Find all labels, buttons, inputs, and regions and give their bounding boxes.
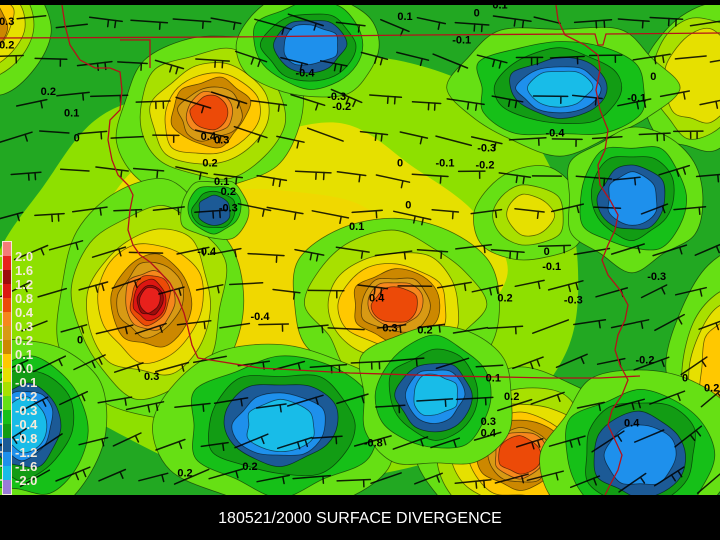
svg-text:0: 0 — [544, 246, 550, 258]
svg-text:0.2: 0.2 — [15, 333, 33, 348]
svg-text:0.2: 0.2 — [497, 293, 512, 305]
svg-text:0.3: 0.3 — [214, 134, 229, 146]
svg-text:2.0: 2.0 — [15, 249, 33, 264]
svg-text:0.1: 0.1 — [64, 108, 79, 120]
svg-text:1.6: 1.6 — [15, 263, 33, 278]
svg-text:-1.6: -1.6 — [15, 459, 37, 474]
svg-text:0.8: 0.8 — [15, 291, 33, 306]
svg-text:-0.1: -0.1 — [452, 34, 471, 46]
svg-text:-0.2: -0.2 — [332, 101, 351, 113]
svg-text:0.2: 0.2 — [0, 39, 14, 51]
svg-text:-0.4: -0.4 — [15, 417, 38, 432]
svg-text:0.4: 0.4 — [624, 418, 640, 430]
svg-text:-1.2: -1.2 — [15, 445, 37, 460]
svg-text:1.2: 1.2 — [15, 277, 33, 292]
svg-text:-0.4: -0.4 — [296, 68, 316, 80]
svg-text:0.3: 0.3 — [382, 323, 397, 335]
svg-text:0.2: 0.2 — [202, 158, 217, 170]
svg-text:0.4: 0.4 — [369, 293, 385, 305]
svg-text:180521/2000 SURFACE DIVERGENCE: 180521/2000 SURFACE DIVERGENCE — [218, 510, 502, 527]
svg-text:0.3: 0.3 — [481, 416, 496, 428]
svg-text:0.3: 0.3 — [0, 16, 14, 28]
svg-text:0.1: 0.1 — [397, 11, 412, 23]
svg-text:0: 0 — [74, 133, 80, 145]
svg-text:-2.0: -2.0 — [15, 473, 37, 488]
svg-text:0: 0 — [682, 373, 688, 385]
svg-text:0.4: 0.4 — [481, 428, 497, 440]
svg-text:0.2: 0.2 — [417, 324, 432, 336]
svg-text:-0.3: -0.3 — [477, 143, 496, 155]
svg-text:-0.3: -0.3 — [15, 403, 37, 418]
svg-text:-0.3: -0.3 — [219, 203, 238, 215]
svg-text:0.2: 0.2 — [704, 383, 719, 395]
svg-text:-0.1: -0.1 — [627, 93, 646, 105]
svg-text:-0.8: -0.8 — [15, 431, 37, 446]
svg-text:0.1: 0.1 — [486, 373, 501, 385]
svg-text:-0.4: -0.4 — [197, 246, 217, 258]
svg-text:-0.8: -0.8 — [364, 438, 383, 450]
svg-text:0: 0 — [405, 199, 411, 211]
svg-text:-0.2: -0.2 — [636, 354, 655, 366]
svg-text:0.2: 0.2 — [504, 391, 519, 403]
svg-text:-0.1: -0.1 — [436, 158, 455, 170]
svg-text:0.0: 0.0 — [15, 361, 33, 376]
svg-text:-0.1: -0.1 — [542, 261, 561, 273]
svg-text:0.2: 0.2 — [221, 186, 236, 198]
svg-text:0.2: 0.2 — [177, 468, 192, 480]
svg-text:0.2: 0.2 — [41, 86, 56, 98]
svg-text:0.4: 0.4 — [15, 305, 34, 320]
svg-text:0.2: 0.2 — [242, 461, 257, 473]
svg-text:-0.4: -0.4 — [546, 128, 566, 140]
svg-text:0: 0 — [474, 8, 480, 20]
svg-text:0.3: 0.3 — [144, 371, 159, 383]
svg-text:0.3: 0.3 — [15, 319, 33, 334]
svg-text:0: 0 — [650, 71, 656, 83]
svg-text:-0.3: -0.3 — [564, 294, 583, 306]
svg-text:-0.4: -0.4 — [251, 311, 271, 323]
svg-text:-0.1: -0.1 — [15, 375, 37, 390]
svg-text:0: 0 — [77, 334, 83, 346]
svg-text:0: 0 — [397, 158, 403, 170]
svg-text:0.1: 0.1 — [15, 347, 33, 362]
svg-text:-0.2: -0.2 — [15, 389, 37, 404]
svg-text:-0.3: -0.3 — [647, 271, 666, 283]
svg-text:-0.2: -0.2 — [476, 159, 495, 171]
svg-text:0.1: 0.1 — [349, 221, 364, 233]
